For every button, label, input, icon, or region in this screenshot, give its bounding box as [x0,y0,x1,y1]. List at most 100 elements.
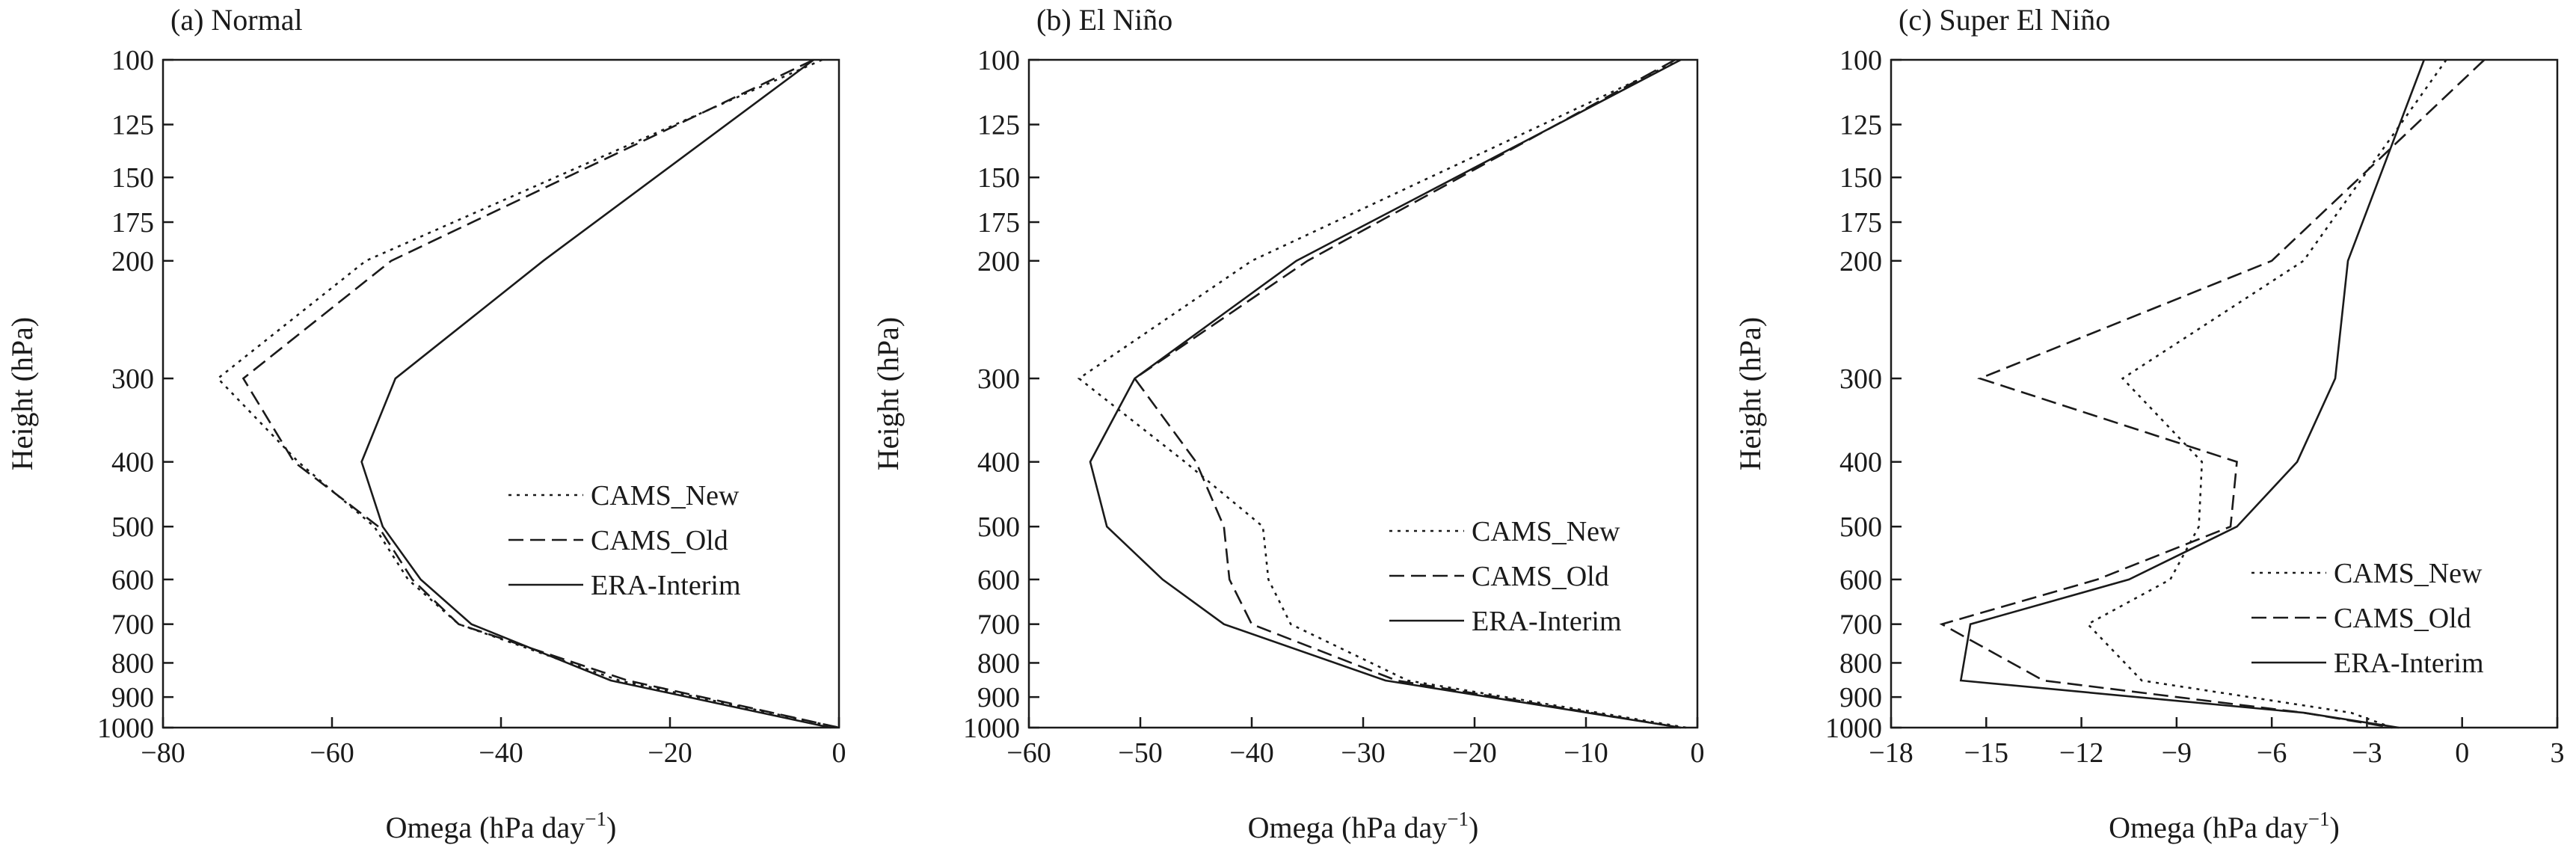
legend-label: ERA-Interim [591,570,741,601]
legend-label: CAMS_New [591,480,740,511]
x-tick-label: −9 [2162,737,2192,769]
panel-1: −80 −60 −40 −20 0 100 125 150 175 200 300 400 500 600… [5,3,846,844]
y-tick-label: 900 [977,682,1020,713]
y-tick-label: 1000 [97,713,154,744]
y-tick-label: 600 [977,565,1020,596]
y-tick-label: 175 [1839,207,1882,239]
series-line-cams-new [216,58,840,729]
y-tick-label: 125 [1839,110,1882,141]
y-tick-label: 300 [1839,363,1882,395]
y-tick-label: 200 [1839,246,1882,277]
x-tick-label: −30 [1341,737,1385,769]
x-tick-label: −80 [141,737,185,769]
y-tick-label: 300 [977,363,1020,395]
legend-label: CAMS_New [2334,558,2483,589]
x-axis-title: Omega (hPa day−1) [386,808,617,844]
y-axis-title: Height (hPa) [871,317,905,471]
x-axis-title-exponent: −1 [2308,808,2330,830]
legend: CAMS_New CAMS_Old ERA-Interim [2251,558,2484,679]
plot-frame [162,58,840,729]
y-tick-label: 400 [111,447,154,479]
y-tick-label: 600 [111,565,154,596]
x-tick-label: −20 [648,737,692,769]
y-tick-label: 400 [1839,447,1882,479]
legend-label: ERA-Interim [2334,648,2484,679]
y-tick-label: 125 [977,110,1020,141]
x-tick-label: 0 [832,737,846,769]
panel-title: (b) El Niño [1036,3,1172,37]
x-tick-label: 0 [1691,737,1705,769]
panel-3: −18 −15 −12 −9 −6 −3 0 3 100 125 150 175 200 300 400 50… [1733,3,2565,844]
y-tick-label: 500 [1839,511,1882,543]
legend-label: CAMS_New [1472,516,1620,547]
y-tick-label: 900 [1839,682,1882,713]
series-line-era-interim [1959,59,2426,729]
series-line-cams-old [242,58,840,729]
y-tick-label: 200 [977,246,1020,277]
y-tick-label: 150 [977,162,1020,194]
x-axis-title-main: Omega (hPa day [386,811,585,844]
y-tick-label: 700 [111,609,154,641]
y-tick-label: 125 [111,110,154,141]
x-tick-label: −15 [1964,737,2008,769]
x-tick-label: −60 [310,737,354,769]
legend-label: ERA-Interim [1472,606,1622,637]
y-tick-label: 100 [1839,45,1882,76]
x-axis-title: Omega (hPa day−1) [1248,808,1479,844]
series-line-era-interim [1089,58,1682,729]
legend: CAMS_New CAMS_Old ERA-Interim [508,480,741,601]
x-axis-title-exponent: −1 [585,808,606,830]
series-line-cams-new [1077,58,1687,729]
legend-label: CAMS_Old [1472,561,1609,592]
legend-label: CAMS_Old [2334,603,2471,634]
y-tick-label: 175 [977,207,1020,239]
panel-2: −60 −50 −40 −30 −20 −10 0 100 125 150 175 200 300 400… [871,3,1705,844]
x-tick-label: −18 [1869,737,1913,769]
x-axis-title-close: ) [1469,811,1478,844]
y-tick-label: 150 [1839,162,1882,194]
plot-frame [1890,58,2559,729]
legend: CAMS_New CAMS_Old ERA-Interim [1389,516,1622,637]
y-tick-label: 100 [977,45,1020,76]
series-line-cams-new [2085,59,2447,729]
legend-label: CAMS_Old [591,525,728,556]
x-axis-title-close: ) [2330,811,2340,844]
y-axis-title: Height (hPa) [1733,317,1767,471]
x-tick-label: −40 [479,737,523,769]
x-tick-label: −6 [2257,737,2287,769]
y-tick-label: 200 [111,246,154,277]
y-axis-title: Height (hPa) [5,317,39,471]
x-tick-label: −40 [1229,737,1273,769]
y-tick-label: 800 [111,648,154,679]
y-tick-label: 175 [111,207,154,239]
y-tick-label: 500 [977,511,1020,543]
x-tick-label: −60 [1006,737,1051,769]
y-tick-label: 150 [111,162,154,194]
x-axis-title-close: ) [606,811,616,844]
x-tick-label: −12 [2059,737,2103,769]
y-tick-label: 1000 [963,713,1020,744]
y-tick-label: 400 [977,447,1020,479]
x-axis-title: Omega (hPa day−1) [2109,808,2340,844]
y-tick-label: 1000 [1825,713,1882,744]
y-tick-label: 800 [1839,648,1882,679]
y-tick-label: 100 [111,45,154,76]
panel-title: (a) Normal [170,3,303,37]
x-axis-title-exponent: −1 [1447,808,1469,830]
x-tick-label: −50 [1118,737,1162,769]
y-tick-label: 600 [1839,565,1882,596]
y-tick-label: 900 [111,682,154,713]
y-tick-label: 700 [977,609,1020,641]
x-tick-label: −10 [1564,737,1608,769]
panel-title: (c) Super El Niño [1899,3,2110,37]
x-tick-label: −20 [1452,737,1496,769]
y-tick-label: 700 [1839,609,1882,641]
x-axis-title-main: Omega (hPa day [1248,811,1448,844]
y-tick-label: 500 [111,511,154,543]
x-axis-title-main: Omega (hPa day [2109,811,2308,844]
x-tick-label: −3 [2352,737,2382,769]
x-tick-label: 0 [2455,737,2469,769]
series-line-cams-old [1133,58,1681,729]
y-tick-label: 800 [977,648,1020,679]
